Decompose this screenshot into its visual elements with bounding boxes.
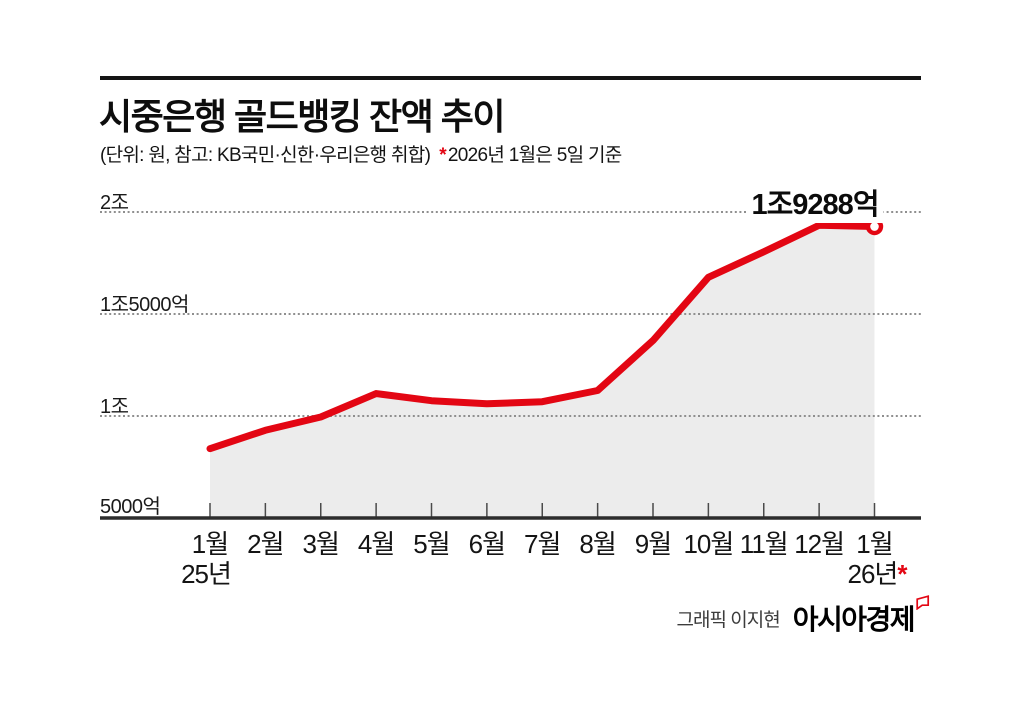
trend-line [206,221,878,453]
x-axis-label-12: 1월 [856,529,893,559]
final-value-annotation: 1조9288억 [746,181,884,223]
x-axis-label-5: 6월 [468,529,506,559]
brand-logo: 아시아경제 [792,595,930,638]
y-axis-label-2jo: 2조 [100,192,129,214]
credit-footer: 그래픽 이지현 아시아경제 [676,595,930,638]
graphic-credit: 그래픽 이지현 [676,609,781,631]
x-axis-label-0: 1월 [191,529,229,559]
x-axis-label-7: 8월 [579,529,616,559]
brand-logo-text: 아시아경제 [792,604,916,635]
x-axis-label-10: 11월 [739,529,789,559]
top-rule [100,76,921,80]
x-axis-year-start: 25년 [181,559,232,589]
y-axis-label-1jo: 1조 [100,396,129,418]
y-axis-label-5000: 5000억 [100,496,161,518]
page-title: 시중은행 골드뱅킹 잔액 추이 [99,96,505,137]
subtitle-unit-source: (단위: 원, 참고: KB국민·신한·우리은행 취합) [100,145,431,166]
x-axis-label-3: 4월 [357,529,395,559]
x-axis-label-8: 9월 [634,529,672,559]
subtitle-footnote: 2026년 1월은 5일 기준 [447,145,622,166]
area-fill [210,225,875,518]
chart-subtitle: (단위: 원, 참고: KB국민·신한·우리은행 취합) * 2026년 1월은 5… [100,140,622,167]
speech-bubble-icon [916,595,930,610]
x-axis-label-2: 3월 [302,529,340,559]
x-axis-label-4: 5월 [413,529,450,559]
x-axis-year-end: 26년* [847,559,908,589]
x-axis-label-9: 10월 [683,529,734,559]
y-axis-label-1jo5000: 1조5000억 [100,294,189,316]
x-axis-label-11: 12월 [794,529,845,559]
year-end-asterisk: * [897,559,907,589]
x-axis-label-6: 7월 [524,529,561,559]
footnote-asterisk: * [439,145,446,166]
x-axis-label-1: 2월 [247,529,284,559]
